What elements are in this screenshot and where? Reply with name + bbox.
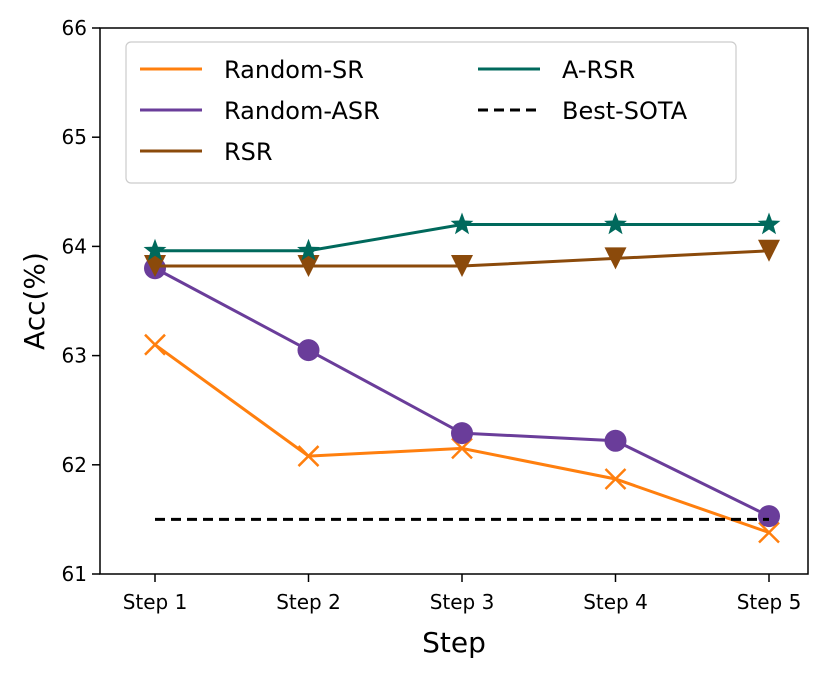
legend-label: Best-SOTA — [562, 97, 688, 125]
data-point-random-asr — [604, 429, 627, 452]
x-tick-label: Step 1 — [123, 590, 188, 614]
y-tick-label: 65 — [62, 125, 87, 149]
y-axis-label: Acc(%) — [18, 252, 51, 350]
y-tick-label: 63 — [62, 344, 87, 368]
data-point-random-asr — [451, 422, 473, 445]
y-tick-label: 66 — [62, 16, 87, 40]
series-random-asr — [144, 257, 780, 528]
plot-frame — [99, 27, 809, 575]
x-axis-label: Step — [422, 626, 486, 659]
data-point-rsr — [297, 255, 320, 278]
data-point-a-rsr — [297, 238, 320, 261]
y-tick-label: 64 — [62, 234, 87, 258]
data-point-random-asr — [758, 505, 780, 528]
y-tick-label: 62 — [62, 453, 87, 477]
data-point-rsr — [758, 239, 780, 262]
legend-label: RSR — [224, 138, 273, 166]
legend-label: Random-SR — [224, 56, 364, 84]
series-layer — [143, 212, 781, 544]
legend: Random-SR Random-ASR RSR A-RSR Best-SOTA — [125, 41, 737, 184]
x-tick-label: Step 5 — [737, 590, 802, 614]
legend-entry-random-asr: Random-ASR — [140, 97, 380, 125]
data-point-a-rsr — [450, 212, 474, 235]
series-line-random-asr — [154, 266, 770, 518]
series-a-rsr — [143, 212, 781, 261]
axes-layer: 61 62 63 64 65 66 Step 1 Step 2 Step 3 Step 4 Step… — [62, 16, 802, 614]
legend-label: A-RSR — [562, 56, 635, 84]
x-tick-label: Step 2 — [276, 590, 341, 614]
legend-label: Random-ASR — [224, 97, 380, 125]
data-point-a-rsr — [604, 212, 627, 235]
legend-entry-best-sota: Best-SOTA — [478, 97, 688, 125]
data-point-a-rsr — [757, 212, 781, 235]
legend-entry-rsr: RSR — [140, 138, 273, 166]
y-tick-label: 61 — [62, 562, 87, 586]
series-rsr — [144, 239, 780, 278]
legend-box — [125, 41, 737, 184]
data-point-rsr — [144, 255, 166, 278]
legend-entry-random-sr: Random-SR — [140, 56, 364, 84]
legend-entry-a-rsr: A-RSR — [478, 56, 635, 84]
data-point-a-rsr — [143, 238, 167, 261]
data-point-rsr — [604, 247, 627, 270]
data-point-random-sr — [604, 468, 627, 490]
x-tick-label: Step 4 — [583, 590, 648, 614]
data-point-random-sr — [144, 333, 166, 356]
x-tick-label: Step 3 — [430, 590, 495, 614]
data-point-random-sr — [297, 445, 320, 467]
data-point-random-sr — [758, 521, 780, 544]
data-point-random-asr — [297, 339, 320, 362]
data-point-rsr — [451, 255, 473, 278]
